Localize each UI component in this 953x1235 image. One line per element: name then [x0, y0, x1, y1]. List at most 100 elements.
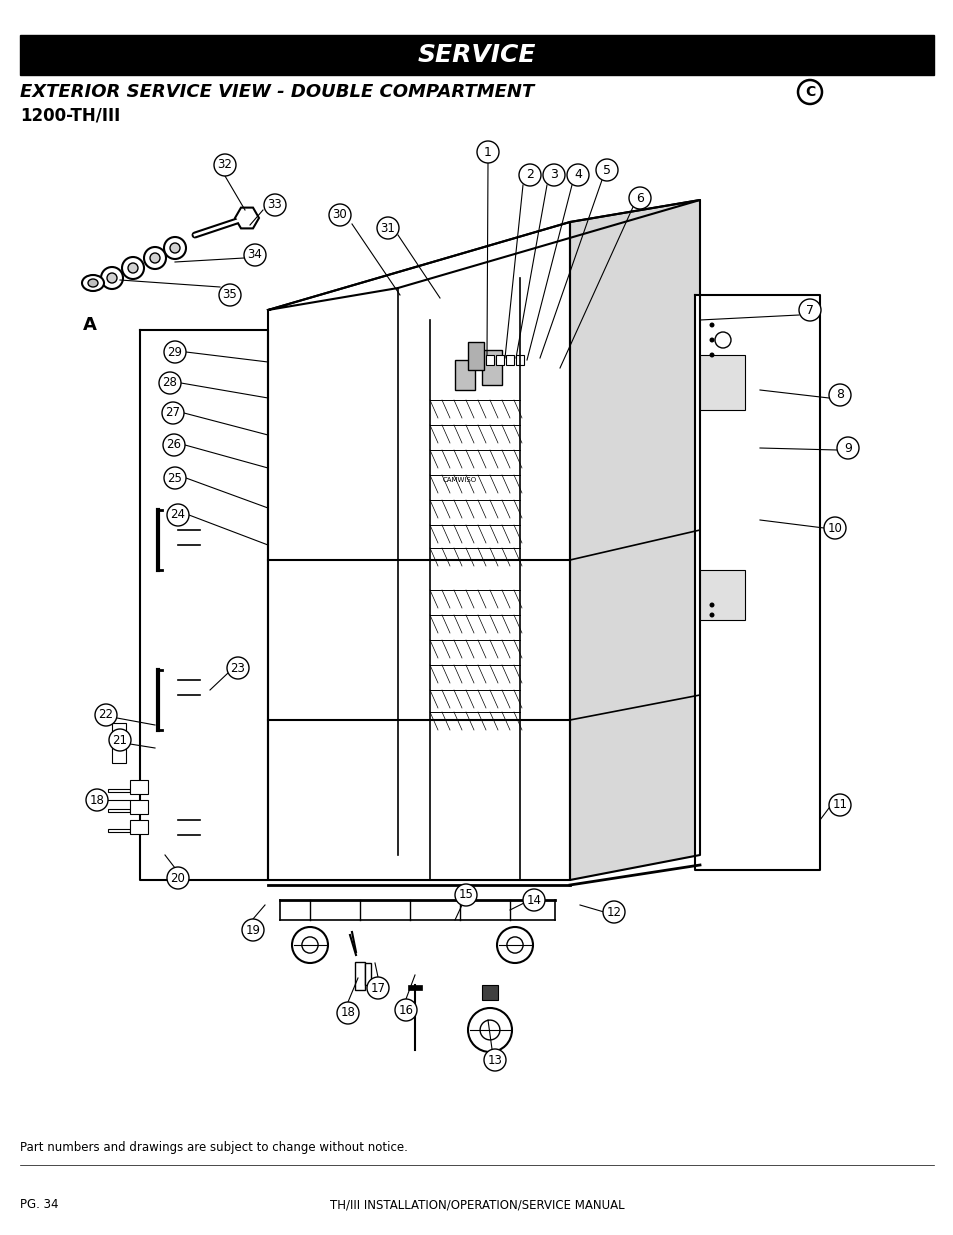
Circle shape: [162, 403, 184, 424]
Bar: [496, 354, 503, 366]
Circle shape: [367, 977, 389, 999]
Text: 14: 14: [526, 893, 541, 906]
Circle shape: [219, 284, 241, 306]
Text: 24: 24: [171, 509, 185, 521]
Text: 26: 26: [167, 438, 181, 452]
Circle shape: [227, 657, 249, 679]
Circle shape: [602, 902, 624, 923]
Circle shape: [709, 613, 714, 618]
Text: 1200-TH/III: 1200-TH/III: [20, 106, 120, 124]
Circle shape: [596, 159, 618, 182]
Bar: [130, 800, 148, 814]
Text: 19: 19: [245, 924, 260, 936]
Text: 11: 11: [832, 799, 846, 811]
Text: 5: 5: [602, 163, 610, 177]
Text: A: A: [83, 316, 97, 333]
Circle shape: [395, 999, 416, 1021]
Text: 25: 25: [168, 472, 182, 484]
Text: 21: 21: [112, 734, 128, 746]
Circle shape: [144, 247, 166, 269]
Circle shape: [86, 789, 108, 811]
Bar: [355, 962, 365, 990]
Circle shape: [709, 337, 714, 342]
Text: 27: 27: [165, 406, 180, 420]
Text: Part numbers and drawings are subject to change without notice.: Part numbers and drawings are subject to…: [20, 1141, 408, 1155]
Bar: [112, 743, 126, 763]
Circle shape: [566, 164, 588, 186]
Circle shape: [95, 704, 117, 726]
Text: 28: 28: [162, 377, 177, 389]
Text: 34: 34: [247, 248, 262, 262]
Circle shape: [376, 217, 398, 240]
Circle shape: [476, 141, 498, 163]
Text: 18: 18: [340, 1007, 355, 1020]
Text: CAMWISO: CAMWISO: [442, 477, 476, 483]
Text: PG. 34: PG. 34: [20, 1198, 58, 1212]
Text: 30: 30: [333, 209, 347, 221]
Text: 20: 20: [171, 872, 185, 884]
Bar: [455, 359, 475, 390]
Circle shape: [709, 352, 714, 357]
Bar: [108, 789, 130, 792]
Text: 18: 18: [90, 794, 104, 806]
Text: 3: 3: [550, 168, 558, 182]
Circle shape: [122, 257, 144, 279]
Bar: [108, 809, 130, 811]
Text: 12: 12: [606, 905, 620, 919]
Bar: [130, 781, 148, 794]
Text: 32: 32: [217, 158, 233, 172]
Text: 29: 29: [168, 346, 182, 358]
Circle shape: [828, 794, 850, 816]
Bar: [700, 571, 744, 620]
Bar: [481, 350, 501, 385]
Text: 33: 33: [268, 199, 282, 211]
Bar: [408, 986, 421, 990]
Text: 22: 22: [98, 709, 113, 721]
Bar: [505, 354, 514, 366]
Circle shape: [164, 341, 186, 363]
Bar: [468, 342, 483, 370]
Text: SERVICE: SERVICE: [417, 43, 536, 67]
Text: 23: 23: [231, 662, 245, 674]
Circle shape: [264, 194, 286, 216]
Circle shape: [242, 919, 264, 941]
Circle shape: [128, 263, 138, 273]
Bar: [20, 35, 933, 75]
Text: 8: 8: [835, 389, 843, 401]
Text: 1: 1: [483, 146, 492, 158]
Circle shape: [483, 1049, 505, 1071]
Circle shape: [167, 504, 189, 526]
Bar: [700, 354, 744, 410]
Text: 16: 16: [398, 1004, 413, 1016]
Text: 7: 7: [805, 304, 813, 316]
Ellipse shape: [82, 275, 104, 291]
Circle shape: [167, 867, 189, 889]
Circle shape: [522, 889, 544, 911]
Bar: [481, 986, 497, 1000]
Circle shape: [799, 299, 821, 321]
Text: 9: 9: [843, 441, 851, 454]
Circle shape: [101, 267, 123, 289]
Circle shape: [542, 164, 564, 186]
Text: 17: 17: [370, 982, 385, 994]
Text: EXTERIOR SERVICE VIEW - DOUBLE COMPARTMENT: EXTERIOR SERVICE VIEW - DOUBLE COMPARTME…: [20, 83, 534, 101]
Text: 13: 13: [487, 1053, 502, 1067]
Bar: [516, 354, 523, 366]
Polygon shape: [140, 330, 268, 881]
Text: 4: 4: [574, 168, 581, 182]
Circle shape: [159, 372, 181, 394]
Bar: [365, 963, 371, 986]
Circle shape: [518, 164, 540, 186]
Polygon shape: [268, 222, 569, 881]
Text: C: C: [804, 85, 814, 99]
Bar: [108, 829, 130, 832]
Bar: [130, 820, 148, 834]
Circle shape: [213, 154, 235, 177]
Circle shape: [150, 253, 160, 263]
Circle shape: [628, 186, 650, 209]
Circle shape: [709, 322, 714, 327]
Text: 2: 2: [525, 168, 534, 182]
Circle shape: [329, 204, 351, 226]
Text: TH/III INSTALLATION/OPERATION/SERVICE MANUAL: TH/III INSTALLATION/OPERATION/SERVICE MA…: [330, 1198, 623, 1212]
Circle shape: [163, 433, 185, 456]
